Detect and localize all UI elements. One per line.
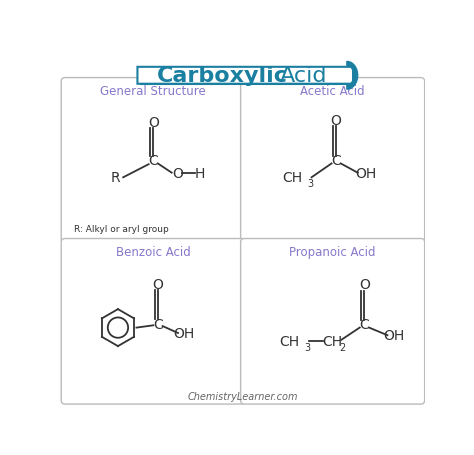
Text: Propanoic Acid: Propanoic Acid (290, 246, 376, 258)
Text: OH: OH (383, 329, 404, 343)
Text: H: H (194, 167, 205, 180)
Text: CH: CH (280, 335, 300, 349)
Text: C: C (148, 154, 158, 168)
Polygon shape (347, 62, 358, 90)
Text: 3: 3 (304, 342, 310, 352)
Text: 3: 3 (307, 178, 313, 188)
FancyBboxPatch shape (137, 68, 353, 85)
Text: O: O (331, 114, 342, 128)
Text: Benzoic Acid: Benzoic Acid (116, 246, 191, 258)
Text: C: C (153, 317, 163, 331)
Text: C: C (331, 154, 341, 168)
Text: C: C (359, 318, 369, 332)
Text: OH: OH (355, 167, 376, 180)
Text: ChemistryLearner.com: ChemistryLearner.com (188, 391, 298, 401)
Text: General Structure: General Structure (100, 85, 206, 98)
Text: Acetic Acid: Acetic Acid (301, 85, 365, 98)
Text: 2: 2 (339, 342, 345, 352)
FancyBboxPatch shape (61, 239, 245, 404)
Text: O: O (148, 116, 159, 130)
Text: O: O (359, 278, 370, 292)
FancyBboxPatch shape (241, 78, 425, 243)
Text: R: Alkyl or aryl group: R: Alkyl or aryl group (74, 224, 169, 233)
Text: R: R (110, 171, 120, 185)
Text: CH: CH (322, 335, 342, 349)
Text: Acid: Acid (280, 66, 328, 86)
Text: O: O (173, 167, 183, 180)
Text: Carboxylic: Carboxylic (156, 66, 288, 86)
FancyBboxPatch shape (61, 78, 245, 243)
Text: OH: OH (173, 326, 195, 340)
Text: CH: CH (282, 171, 302, 185)
Text: O: O (153, 277, 164, 291)
FancyBboxPatch shape (241, 239, 425, 404)
